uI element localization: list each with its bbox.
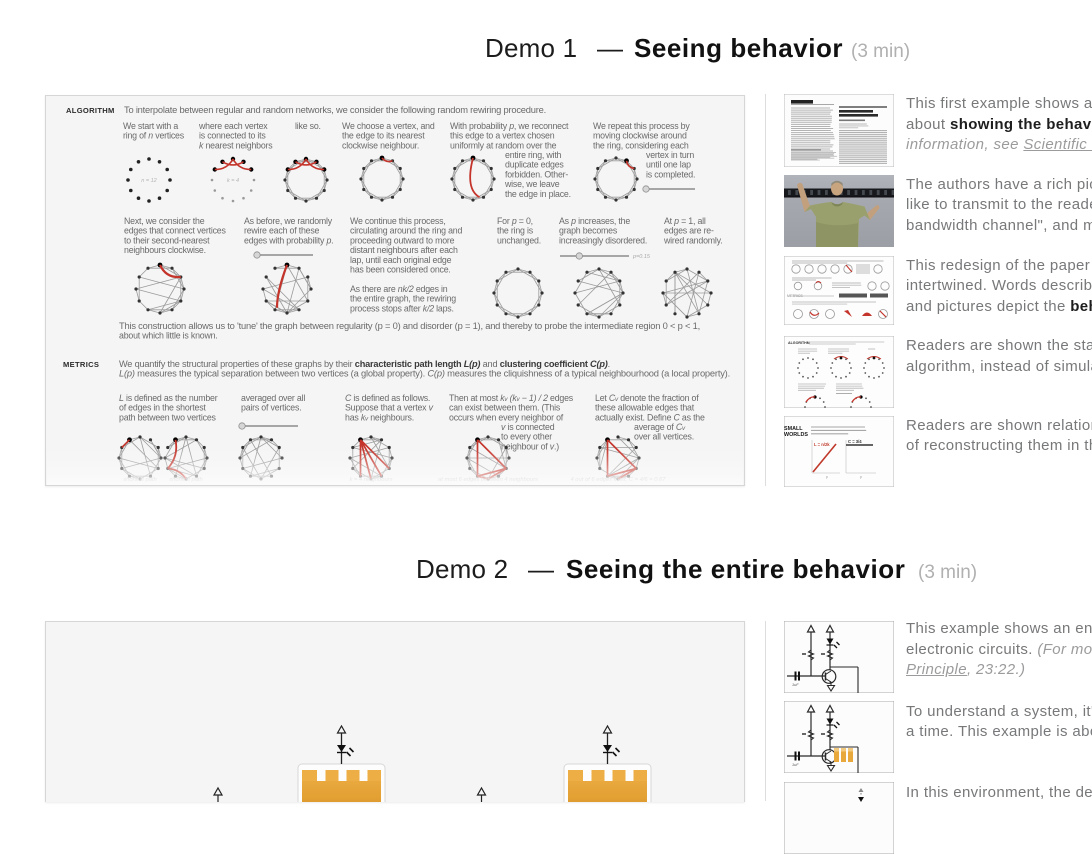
svg-text:vertex in turn: vertex in turn [646,150,694,160]
svg-text:the ring, considering each: the ring, considering each [593,140,689,150]
svg-text:1uF: 1uF [792,683,799,687]
svg-text:over all vertices.: over all vertices. [634,432,694,442]
svg-text:moving clockwise around: moving clockwise around [593,131,687,141]
svg-text:We continue this process,: We continue this process, [350,216,446,226]
svg-text:edges with probability p.: edges with probability p. [244,235,333,245]
svg-text:clockwise neighbour.: clockwise neighbour. [342,140,419,150]
svg-text:For p = 0,: For p = 0, [497,216,533,226]
svg-text:occurs when every neighbor of: occurs when every neighbor of [449,412,564,422]
svg-text:lap, until each original edge: lap, until each original edge [350,255,452,265]
svg-text:the ring is: the ring is [497,226,534,236]
svg-text:circulating around the ring an: circulating around the ring and [350,226,462,236]
svg-text:We start with a: We start with a [123,121,178,131]
svg-text:k nearest neighbors: k nearest neighbors [199,140,273,150]
svg-text:Next, we consider the: Next, we consider the [124,216,205,226]
svg-text:edges are re-: edges are re- [664,226,714,236]
svg-text:k = 4: k = 4 [227,178,239,184]
svg-text:increasingly disordered.: increasingly disordered. [559,235,647,245]
svg-text:p: p [826,475,828,479]
svg-text:WORLDS: WORLDS [784,432,808,438]
svg-text:ring of n vertices: ring of n vertices [123,131,185,141]
svg-text:wise, we leave: wise, we leave [504,179,560,189]
svg-text:neighbour of v.): neighbour of v.) [501,441,559,451]
svg-text:averaged over all: averaged over all [241,393,305,403]
svg-text:Let Cv denote the fraction of: Let Cv denote the fraction of [595,393,699,403]
svg-text:We quantify the structural pro: We quantify the structural properties of… [119,359,610,369]
svg-text:unchanged.: unchanged. [497,235,541,245]
svg-text:forbidden. Other-: forbidden. Other- [505,169,568,179]
svg-text:graph becomes: graph becomes [559,226,618,236]
svg-text:uniformly at random over the: uniformly at random over the [450,140,557,150]
svg-text:pairs of vertices.: pairs of vertices. [241,403,301,413]
svg-text:process stops after k/2 laps.: process stops after k/2 laps. [350,303,454,313]
svg-text:As p increases, the: As p increases, the [559,216,630,226]
svg-text:the entire graph, the rewiring: the entire graph, the rewiring [350,294,456,304]
svg-text:METRICS: METRICS [787,294,803,298]
svg-text:This construction allows us to: This construction allows us to 'tune' th… [119,321,700,331]
svg-text:where each vertex: where each vertex [198,121,268,131]
svg-text:rewire each of these: rewire each of these [244,226,320,236]
svg-text:has been considered once.: has been considered once. [350,265,451,275]
svg-text:this edge to a vertex chosen: this edge to a vertex chosen [450,131,555,141]
svg-text:the edge to its nearest: the edge to its nearest [342,131,425,141]
svg-text:is connected to its: is connected to its [199,131,266,141]
svg-text:proceeding outward to more: proceeding outward to more [350,235,455,245]
svg-text:METRICS: METRICS [63,360,99,369]
svg-text:these allowable edges that: these allowable edges that [595,403,695,413]
svg-text:about which little is known.: about which little is known. [119,331,218,341]
svg-text:L = n/2k: L = n/2k [814,442,830,447]
svg-text:edges that connect vertices: edges that connect vertices [124,226,226,236]
svg-text:path between two vertices: path between two vertices [119,412,217,422]
svg-text:duplicate edges: duplicate edges [505,160,564,170]
svg-text:distant neighbours after each: distant neighbours after each [350,245,458,255]
svg-text:With probability p, we reconne: With probability p, we reconnect [450,121,569,131]
svg-text:L is defined as the number: L is defined as the number [119,393,218,403]
svg-text:neighbours clockwise.: neighbours clockwise. [124,245,206,255]
svg-text:SMALL: SMALL [784,426,803,432]
svg-text:until one lap: until one lap [646,160,691,170]
svg-text:Then at most kv (kv − 1) / 2 e: Then at most kv (kv − 1) / 2 edges [449,393,574,403]
svg-text:has kv neighbours.: has kv neighbours. [345,412,414,422]
svg-text:We choose a vertex, and: We choose a vertex, and [342,121,435,131]
svg-text:p: p [860,475,862,479]
svg-text:entire ring, with: entire ring, with [505,150,562,160]
svg-text:p=0.15: p=0.15 [632,254,651,260]
svg-text:Suppose that a vertex v: Suppose that a vertex v [345,403,434,413]
svg-text:actually exist. Define C as th: actually exist. Define C as the [595,412,705,422]
svg-text:to every other: to every other [501,432,552,442]
svg-text:v is connected: v is connected [501,422,555,432]
svg-text:average of Cv: average of Cv [634,422,686,432]
svg-text:can exist between them. (This: can exist between them. (This [449,403,561,413]
svg-text:n = 12: n = 12 [141,178,156,184]
svg-text:To interpolate between regular: To interpolate between regular and rando… [124,105,546,115]
svg-text:As there are nk/2 edges in: As there are nk/2 edges in [350,284,448,294]
svg-text:L(p) measures the typical sepa: L(p) measures the typical separation bet… [119,369,730,379]
svg-text:wired randomly.: wired randomly. [663,235,722,245]
svg-text:ALGORITHM: ALGORITHM [66,106,115,115]
svg-text:like so.: like so. [295,121,321,131]
svg-text:to their second-nearest: to their second-nearest [124,235,210,245]
svg-text:ALGORITHM: ALGORITHM [788,341,810,345]
svg-text:We repeat this process by: We repeat this process by [593,121,690,131]
svg-text:of edges in the shortest: of edges in the shortest [119,403,206,413]
svg-text:As before, we randomly: As before, we randomly [244,216,333,226]
svg-text:1uF: 1uF [792,763,799,767]
svg-text:the edge in place.: the edge in place. [505,189,571,199]
svg-text:At p = 1, all: At p = 1, all [664,216,706,226]
svg-text:is completed.: is completed. [646,169,695,179]
svg-text:C is defined as follows.: C is defined as follows. [345,393,430,403]
svg-text:C = 3/4: C = 3/4 [848,439,862,444]
